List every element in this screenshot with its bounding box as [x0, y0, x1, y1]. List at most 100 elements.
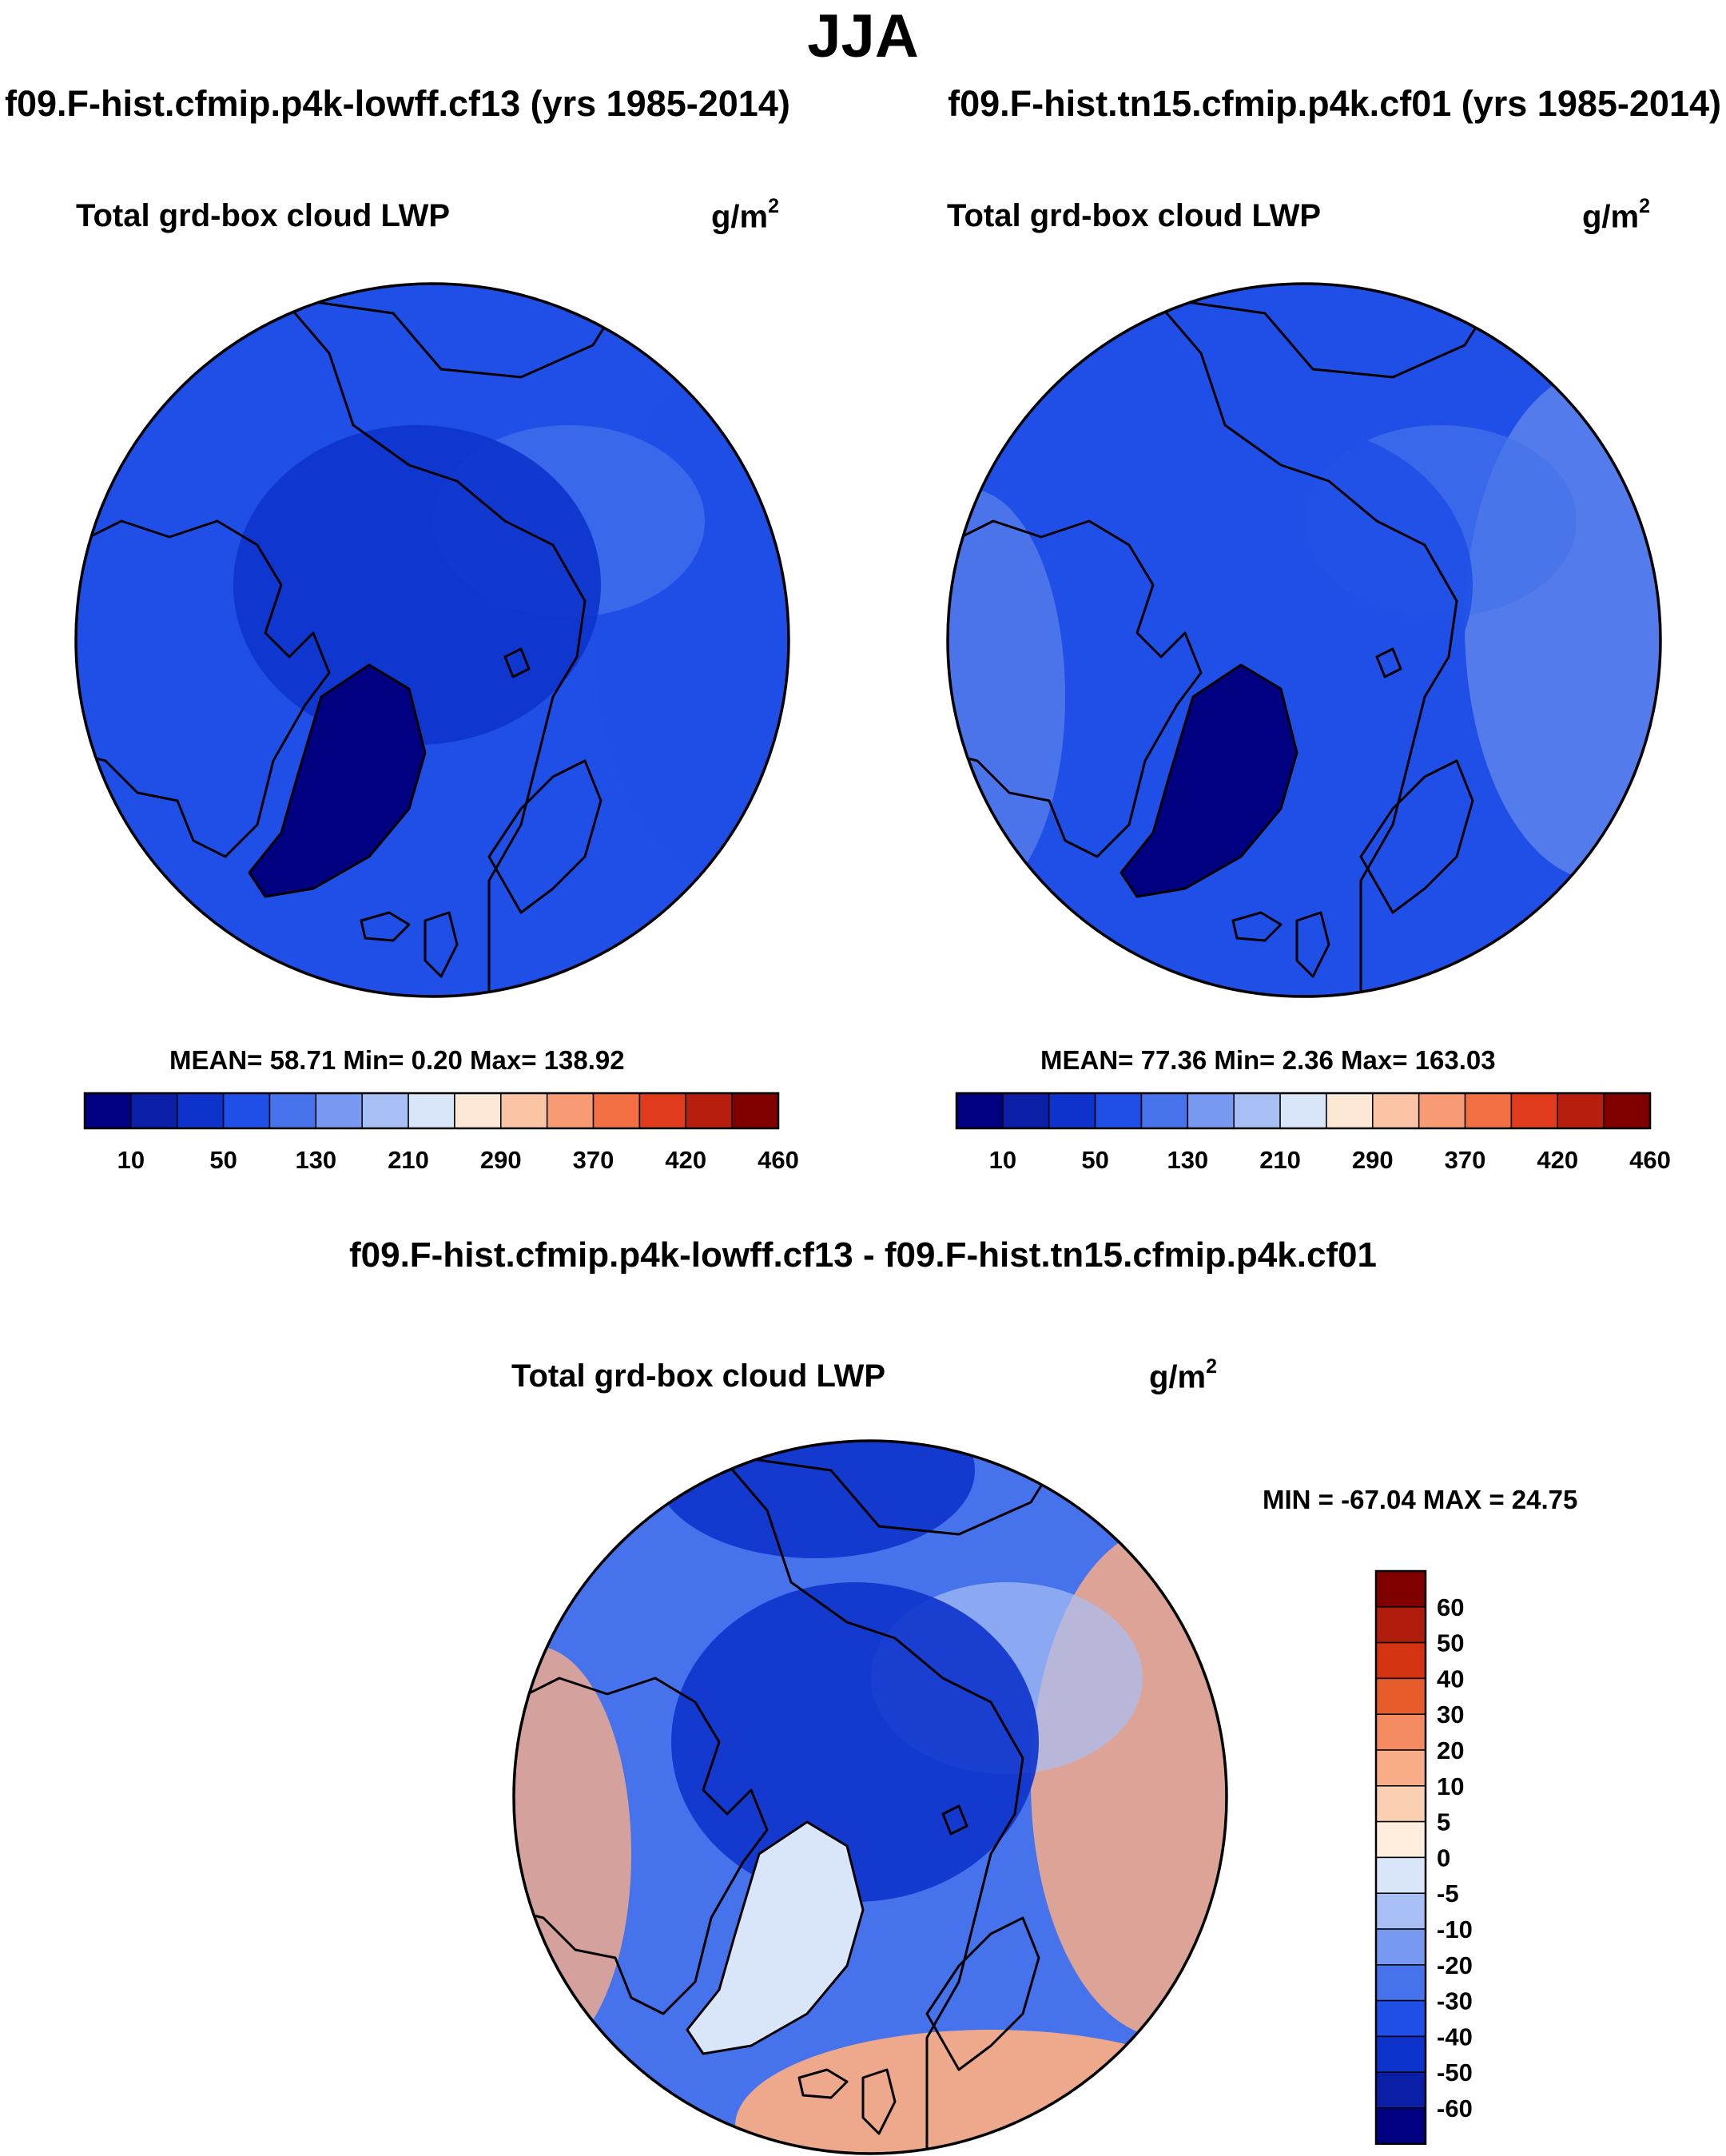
coastline-greenland	[248, 663, 427, 898]
colorbar-frame	[83, 1092, 780, 1130]
colorbar-tick-label: -5	[1437, 1880, 1459, 1907]
colorbar-swatch	[1094, 1092, 1143, 1129]
coastline-eurasia	[1151, 284, 1660, 996]
colorbar-tick-label: -40	[1437, 2023, 1473, 2051]
colorbar-swatch	[1375, 2071, 1426, 2109]
colorbar-swatch	[1603, 1092, 1651, 1129]
map-field-arctic	[233, 425, 601, 745]
figure-title: JJA	[807, 2, 919, 70]
map-field-greenland	[687, 1822, 863, 2054]
colorbar-swatch	[361, 1092, 409, 1129]
coastline-greenland	[686, 1820, 865, 2055]
colorbar-tick-label: -50	[1437, 2059, 1473, 2086]
colorbar-tick-label: 40	[1437, 1665, 1464, 1693]
colorbar-tick-label: 50	[1437, 1629, 1464, 1657]
map-field-band-west	[948, 489, 1065, 905]
colorbar-swatch	[1375, 1928, 1426, 1966]
coastline-scandinavia	[1359, 759, 1474, 914]
coastline-svalbard	[1375, 647, 1402, 678]
map-border	[74, 282, 790, 998]
colorbar-swatch	[1510, 1092, 1559, 1129]
colorbar-tick-label: 420	[1537, 1146, 1578, 1174]
colorbar-swatch	[130, 1092, 178, 1129]
colorbar-tick-label: 60	[1437, 1593, 1464, 1621]
panel-a-stats: MEAN= 58.71 Min= 0.20 Max= 138.92	[169, 1045, 625, 1075]
colorbar-swatch	[731, 1092, 779, 1129]
colorbar-swatch	[1418, 1092, 1466, 1129]
coastline-british-isles	[1295, 911, 1330, 978]
colorbar-tick-label: 370	[573, 1146, 614, 1174]
colorbar-swatch	[1375, 1785, 1426, 1823]
colorbar-b: 10 50 130 210 290 370 420 460	[955, 1092, 1671, 1174]
colorbar-swatch	[1326, 1092, 1374, 1129]
map-field-band-north	[655, 1441, 975, 1558]
colorbar-tick-label: 290	[1352, 1146, 1394, 1174]
colorbar-swatch	[1233, 1092, 1281, 1129]
run-b-label: f09.F-hist.tn15.cfmip.p4k.cf01 (yrs 1985…	[948, 83, 1721, 124]
coastline-scandinavia	[925, 1916, 1040, 2071]
map-field-greenland	[249, 665, 425, 897]
colorbar-tick-label: 10	[1437, 1772, 1464, 1800]
colorbar-tick-label: 30	[1437, 1701, 1464, 1728]
map-field-greenland	[1121, 665, 1297, 897]
coastline-scandinavia	[487, 759, 603, 914]
colorbar-swatch	[84, 1092, 132, 1129]
colorbar-swatch	[1187, 1092, 1235, 1129]
coastline-iceland	[360, 911, 411, 942]
colorbar-tick-label: 210	[1259, 1146, 1301, 1174]
map-field-band-west	[76, 489, 193, 905]
colorbar-tick-label: 290	[480, 1146, 522, 1174]
colorbar-swatch	[1375, 1606, 1426, 1644]
coastline-iceland	[797, 2068, 849, 2099]
colorbar-swatch	[685, 1092, 733, 1129]
colorbar-swatch	[1375, 1856, 1426, 1894]
colorbar-tick-label: -10	[1437, 1915, 1473, 1943]
colorbar-swatch	[1464, 1092, 1513, 1129]
colorbar-swatch	[1140, 1092, 1189, 1129]
colorbar-swatch	[1375, 2107, 1426, 2145]
map-field-band-west	[514, 1646, 631, 2062]
map-field-arctic	[671, 1582, 1039, 1902]
coastline-svalbard	[941, 1804, 968, 1836]
colorbar-swatch	[592, 1092, 641, 1129]
difference-title: f09.F-hist.cfmip.p4k-lowff.cf13 - f09.F-…	[348, 1235, 1378, 1275]
colorbar-swatch	[315, 1092, 363, 1129]
colorbar-tick-label: 10	[117, 1146, 145, 1174]
colorbar-tick-label: 50	[209, 1146, 237, 1174]
colorbar-swatch	[1375, 1999, 1426, 2038]
colorbar-swatch	[1002, 1092, 1050, 1129]
colorbar-tick-label: 370	[1445, 1146, 1486, 1174]
map-b	[946, 282, 1662, 998]
colorbar-swatch	[956, 1092, 1004, 1129]
colorbar-swatch	[1375, 1570, 1426, 1608]
colorbar-tick-label: -60	[1437, 2094, 1473, 2122]
colorbar-tick-label: 130	[295, 1146, 336, 1174]
colorbar-a: 10 50 130 210 290 370 420 460	[83, 1092, 799, 1174]
colorbar-frame	[955, 1092, 1652, 1130]
colorbar-swatch	[408, 1092, 455, 1129]
map-c	[512, 1439, 1228, 2155]
coastline-iceland	[1231, 911, 1283, 942]
coastline-north-america	[76, 519, 331, 858]
colorbar-swatch	[268, 1092, 317, 1129]
panel-b-stats: MEAN= 77.36 Min= 2.36 Max= 163.03	[1040, 1045, 1496, 1075]
difference-stats: MIN = -67.04 MAX = 24.75	[1263, 1485, 1578, 1514]
colorbar-swatch	[454, 1092, 502, 1129]
colorbar-swatch	[1375, 1892, 1426, 1930]
colorbar-swatch	[1375, 1713, 1426, 1751]
colorbar-swatch	[1375, 1677, 1426, 1715]
panel-c-title: Total grd-box cloud LWP	[511, 1358, 886, 1394]
map-a	[74, 282, 790, 998]
colorbar-swatch	[176, 1092, 225, 1129]
colorbar-frame	[1374, 1569, 1427, 2146]
coastline-north-america	[948, 519, 1203, 858]
colorbar-swatch	[1375, 1820, 1426, 1859]
colorbar-tick-label: 5	[1437, 1808, 1450, 1836]
colorbar-tick-label: 10	[989, 1146, 1016, 1174]
coastline-british-isles	[424, 911, 459, 978]
colorbar-tick-label: 420	[665, 1146, 706, 1174]
colorbar-swatch	[1279, 1092, 1327, 1129]
coastline-north-america	[514, 1677, 769, 2015]
colorbar-swatch	[1375, 2035, 1426, 2073]
panel-b-title: Total grd-box cloud LWP	[947, 198, 1322, 233]
